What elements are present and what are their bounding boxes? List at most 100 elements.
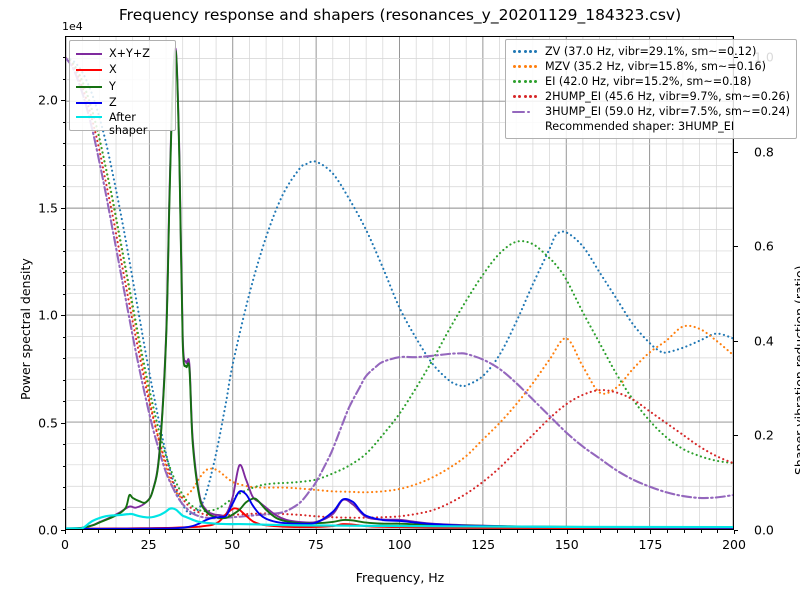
x-tick-label: 175 — [638, 537, 663, 552]
y-minor-tick-left — [62, 293, 65, 295]
y-minor-tick-left — [62, 164, 65, 166]
legend-item-3hump-ei[interactable]: 3HUMP_EI (59.0 Hz, vibr=7.5%, sm~=0.24) — [512, 104, 790, 119]
x-minor-tick — [115, 530, 117, 533]
y-minor-tick-left — [62, 508, 65, 510]
legend-item-mzv[interactable]: MZV (35.2 Hz, vibr=15.8%, sm~=0.16) — [512, 59, 790, 74]
y-minor-tick-left — [62, 465, 65, 467]
x-minor-tick — [349, 530, 351, 533]
y-tick-label-right: 0.2 — [754, 427, 774, 443]
x-minor-tick — [432, 530, 434, 533]
x-tick-mark — [399, 530, 401, 534]
legend-label: After shaper — [109, 111, 148, 137]
x-minor-tick — [299, 530, 301, 533]
y-tick-mark-right — [734, 246, 738, 248]
legend-shapers[interactable]: ZV (37.0 Hz, vibr=29.1%, sm~=0.12) MZV (3… — [505, 39, 797, 139]
y-tick-label-left: 0.0 — [38, 522, 58, 538]
y-tick-mark-right — [734, 340, 738, 342]
x-tick-mark — [734, 530, 735, 534]
x-minor-tick — [516, 530, 518, 533]
y-tick-mark-left — [61, 422, 65, 424]
y-tick-mark-left — [61, 100, 65, 102]
legend-psd[interactable]: X+Y+Z X Y Z After shaper — [69, 40, 176, 137]
legend-label: X — [109, 63, 117, 77]
x-minor-tick — [616, 530, 618, 533]
x-minor-tick — [282, 530, 284, 533]
y-axis-label-right: Shaper vibration reduction (ratio) — [792, 265, 800, 475]
x-minor-tick — [182, 530, 184, 533]
legend-swatch-dotted — [512, 91, 538, 102]
legend-item-x[interactable]: X — [76, 62, 169, 79]
legend-swatch-line — [76, 97, 102, 108]
y-tick-label-right: 0.0 — [754, 522, 774, 538]
x-minor-tick — [633, 530, 635, 533]
x-minor-tick — [215, 530, 217, 533]
legend-label: ZV (37.0 Hz, vibr=29.1%, sm~=0.12) — [545, 45, 757, 58]
y-tick-mark-right — [734, 530, 738, 531]
y-axis-tick-labels-left: 0.0 0.5 1.0 1.5 2.0 — [0, 0, 58, 600]
x-tick-mark — [65, 530, 66, 534]
legend-swatch-dotted — [512, 46, 538, 57]
legend-swatch-dotted — [512, 61, 538, 72]
legend-label: Y — [109, 79, 116, 93]
legend-item-x-y-z[interactable]: X+Y+Z — [76, 45, 169, 62]
page-title: Frequency response and shapers (resonanc… — [118, 6, 682, 24]
x-tick-label: 0 — [61, 537, 69, 552]
legend-item-z[interactable]: Z — [76, 95, 169, 112]
x-minor-tick — [683, 530, 685, 533]
x-minor-tick — [600, 530, 602, 533]
x-tick-mark — [232, 530, 234, 534]
y-tick-label-left: 1.0 — [38, 307, 58, 323]
y-minor-tick-left — [62, 444, 65, 446]
x-minor-tick — [717, 530, 719, 533]
x-tick-label: 200 — [722, 537, 746, 552]
recommended-shaper-note: Recommended shaper: 3HUMP_EI — [512, 119, 790, 134]
legend-swatch-line — [76, 64, 102, 75]
x-minor-tick — [81, 530, 83, 533]
y-minor-tick-left — [62, 78, 65, 80]
x-minor-tick — [248, 530, 250, 533]
legend-item-after-shaper[interactable]: After shaper — [76, 111, 169, 137]
legend-swatch-empty — [512, 121, 538, 132]
legend-label: Z — [109, 96, 117, 110]
x-minor-tick — [416, 530, 418, 533]
legend-swatch-line — [76, 81, 102, 92]
x-tick-label: 75 — [307, 537, 324, 552]
legend-item-2hump-ei[interactable]: 2HUMP_EI (45.6 Hz, vibr=9.7%, sm~=0.26) — [512, 89, 790, 104]
y-minor-tick-left — [62, 401, 65, 403]
x-tick-label: 50 — [224, 537, 241, 552]
data-curves — [66, 47, 733, 529]
y-minor-tick-left — [62, 336, 65, 338]
y-tick-mark-right — [734, 151, 738, 153]
x-minor-tick — [198, 530, 200, 533]
legend-item-ei[interactable]: EI (42.0 Hz, vibr=15.2%, sm~=0.18) — [512, 74, 790, 89]
x-minor-tick — [366, 530, 368, 533]
y-tick-mark-left — [61, 207, 65, 209]
legend-label: MZV (35.2 Hz, vibr=15.8%, sm~=0.16) — [545, 60, 766, 73]
y-minor-tick-left — [62, 57, 65, 59]
recommended-shaper-text: Recommended shaper: 3HUMP_EI — [545, 120, 735, 133]
legend-label: EI (42.0 Hz, vibr=15.2%, sm~=0.18) — [545, 75, 752, 88]
y-minor-tick-left — [62, 487, 65, 489]
y-tick-label-left: 1.5 — [38, 200, 58, 216]
x-tick-mark — [483, 530, 485, 534]
x-tick-mark — [148, 530, 150, 534]
x-minor-tick — [332, 530, 334, 533]
y-tick-label-right: 0.6 — [754, 238, 774, 254]
y-minor-tick-left — [62, 379, 65, 381]
legend-label: 2HUMP_EI (45.6 Hz, vibr=9.7%, sm~=0.26) — [545, 90, 790, 103]
y-tick-mark-left — [61, 530, 65, 531]
legend-item-zv[interactable]: ZV (37.0 Hz, vibr=29.1%, sm~=0.12) — [512, 44, 790, 59]
x-tick-label: 125 — [471, 537, 496, 552]
legend-item-y[interactable]: Y — [76, 78, 169, 95]
x-tick-mark — [566, 530, 568, 534]
legend-label: X+Y+Z — [109, 46, 150, 60]
x-minor-tick — [98, 530, 100, 533]
x-minor-tick — [131, 530, 133, 533]
x-tick-mark — [650, 530, 652, 534]
x-minor-tick — [466, 530, 468, 533]
x-minor-tick — [499, 530, 501, 533]
x-minor-tick — [265, 530, 267, 533]
y-minor-tick-left — [62, 143, 65, 145]
legend-swatch-dotted — [512, 76, 538, 87]
